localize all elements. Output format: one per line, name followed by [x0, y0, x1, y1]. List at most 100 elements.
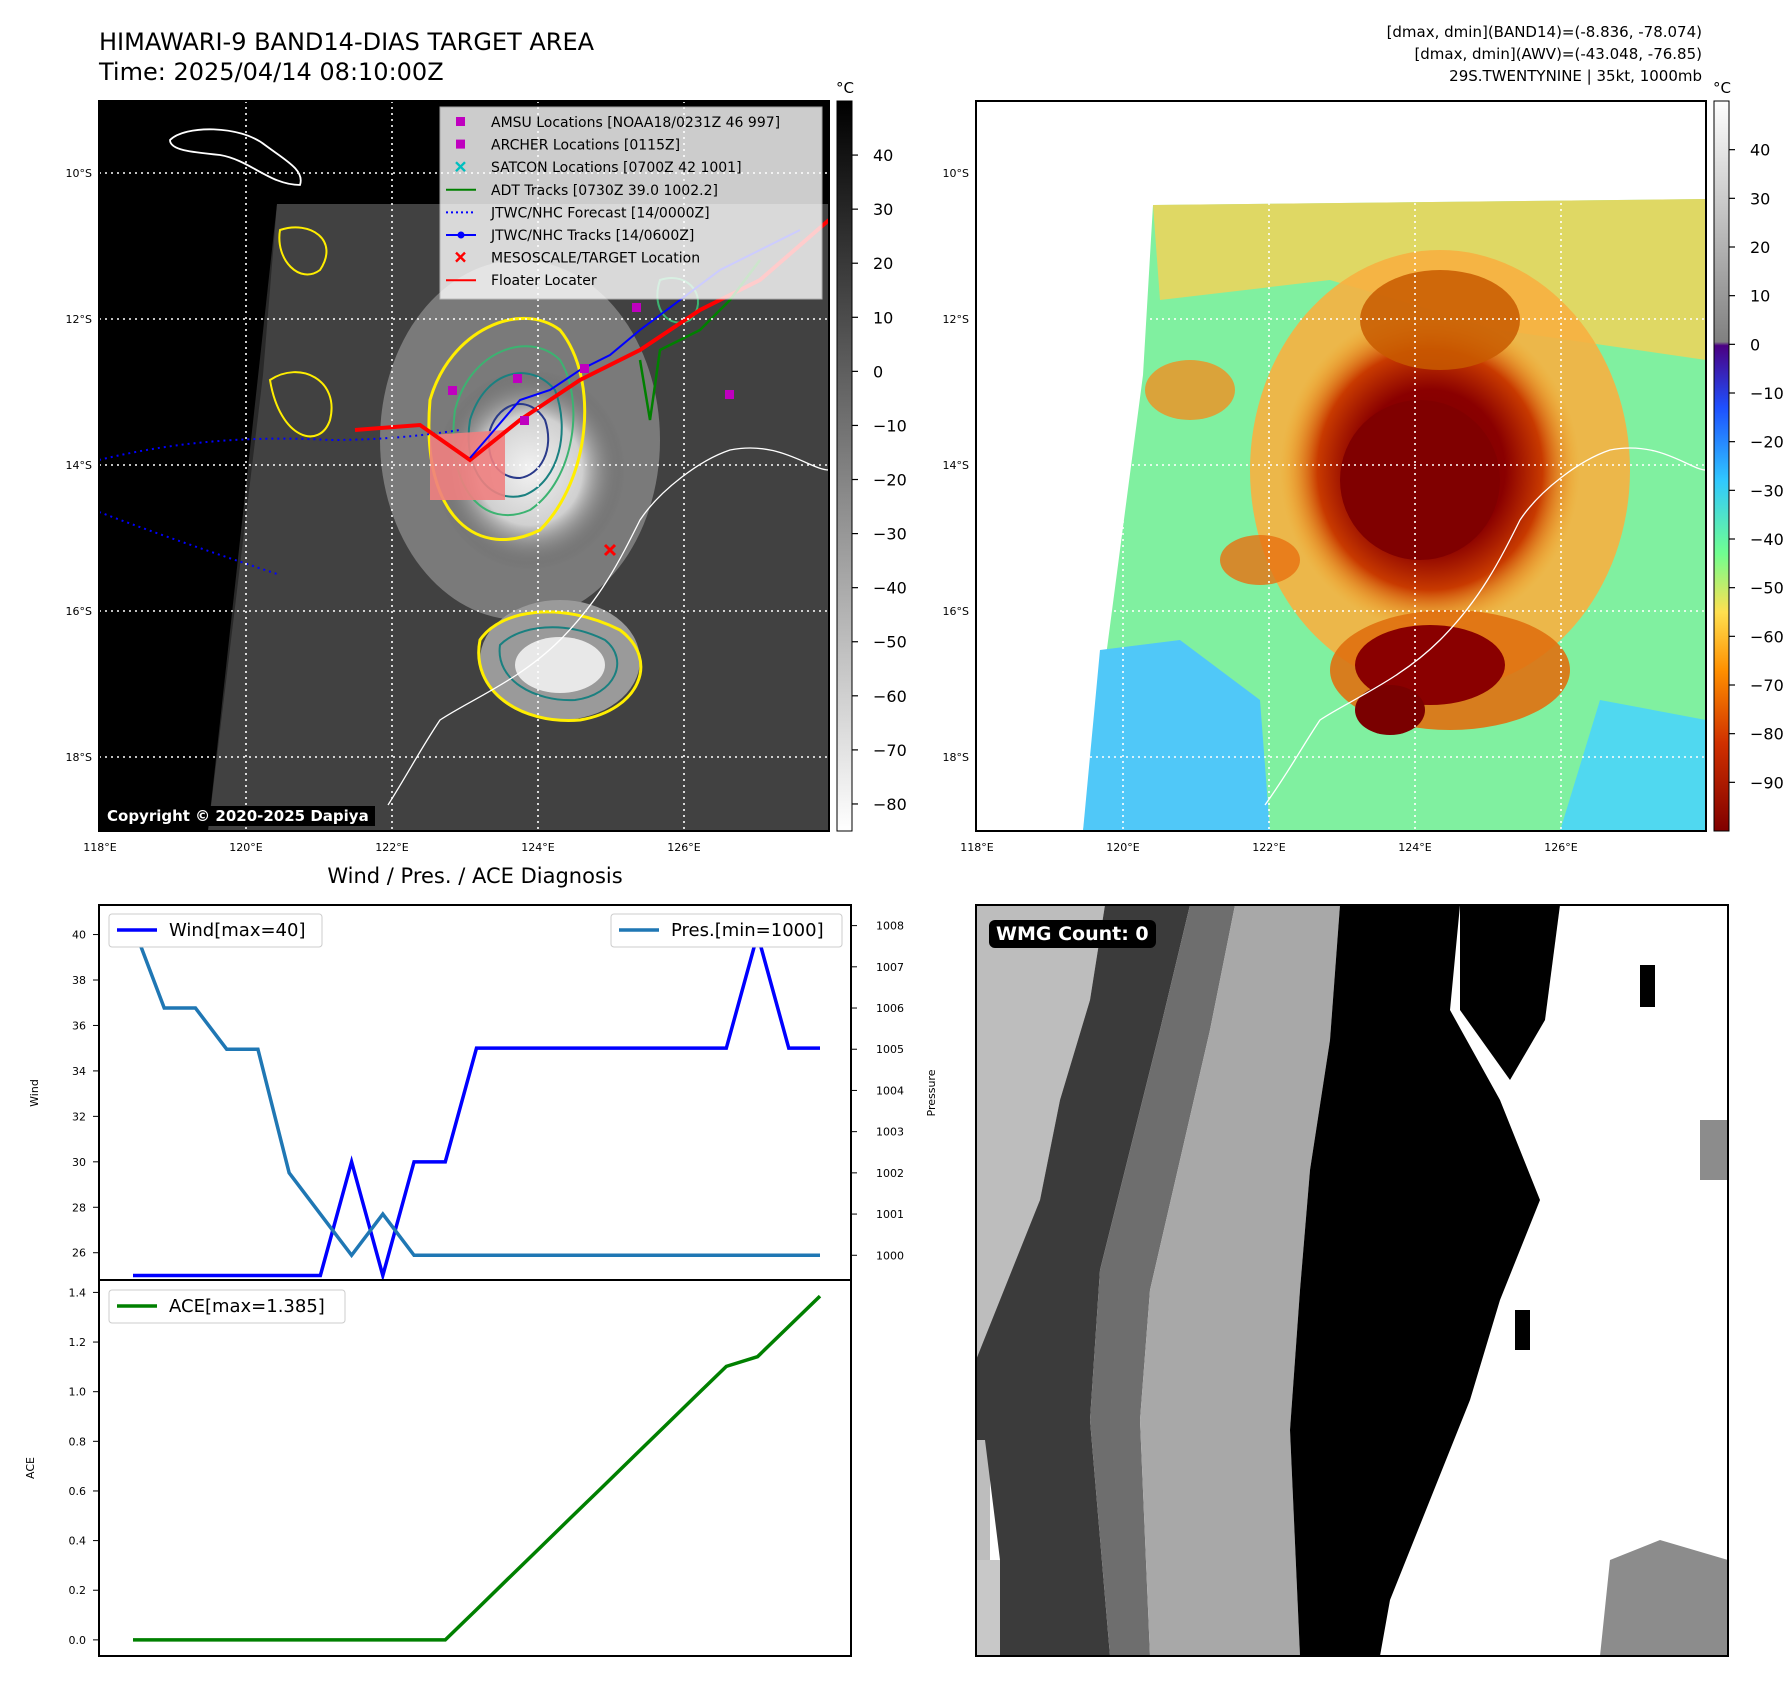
- ir-lon-126e: 126°E: [667, 841, 700, 854]
- awv-lat-14s: 14°S: [943, 459, 969, 472]
- awv-lat-18s: 18°S: [943, 751, 969, 764]
- legend-x-marker-icon: [455, 251, 466, 263]
- pressure-legend: [610, 913, 843, 948]
- pressure-tick-label: 1001: [876, 1208, 904, 1221]
- ir-legend: [439, 106, 823, 300]
- colorbar-tick-label: −30: [873, 525, 907, 544]
- awv-lon-126e: 126°E: [1544, 841, 1577, 854]
- wind-legend-label: Wind[max=40]: [169, 920, 306, 941]
- legend-label: Floater Locater: [491, 273, 597, 289]
- ace-tick-label: 0.2: [69, 1584, 87, 1597]
- colorbar-tick-label: 40: [873, 146, 893, 165]
- awv-lat-16s: 16°S: [943, 605, 969, 618]
- awv-lon-118e: 118°E: [960, 841, 993, 854]
- legend-label: AMSU Locations [NOAA18/0231Z 46 997]: [491, 115, 780, 131]
- legend-label: SATCON Locations [0700Z 42 1001]: [491, 160, 742, 176]
- wind-tick-label: 26: [72, 1247, 86, 1260]
- awv-colorbar: [1713, 100, 1730, 832]
- ace-plot: [98, 1279, 852, 1657]
- ace-marks: 1.4 1.2 1.0 0.8 0.6 0.4 0.2 0.0 ACE[max=1.385]: [69, 1286, 822, 1647]
- awv-colorbar-unit: °C: [1713, 79, 1731, 97]
- colorbar-tick-label: −60: [873, 687, 907, 706]
- ace-tick-label: 0.8: [69, 1435, 87, 1448]
- colorbar-tick-label: 30: [1750, 189, 1770, 208]
- ir-imagery: [99, 101, 829, 831]
- legend-square-marker-icon: [456, 117, 465, 126]
- pressure-legend-label: Pres.[min=1000]: [671, 920, 824, 941]
- ace-legend: [108, 1289, 346, 1324]
- wind-pressure-plot: [98, 904, 852, 1281]
- legend-x-marker-icon: [455, 161, 466, 173]
- wind-tick-label: 40: [72, 929, 86, 942]
- ir-satellite-panel: AMSU Locations [NOAA18/0231Z 46 997] ARCH…: [98, 100, 830, 832]
- colorbar-tick-label: 0: [873, 362, 883, 381]
- colorbar-tick-label: −70: [873, 741, 907, 760]
- awv-lon-124e: 124°E: [1398, 841, 1431, 854]
- ace-tick-label: 0.4: [69, 1535, 87, 1548]
- ir-colorbar-unit: °C: [836, 79, 854, 97]
- colorbar-tick-label: 10: [1750, 287, 1770, 306]
- legend-label: JTWC/NHC Tracks [14/0600Z]: [490, 228, 694, 244]
- ace-tick-label: 1.0: [69, 1386, 87, 1399]
- colorbar-tick-label: −10: [1750, 384, 1784, 403]
- ir-lon-118e: 118°E: [83, 841, 116, 854]
- colorbar-tick-label: 0: [1750, 335, 1760, 354]
- ir-lon-124e: 124°E: [521, 841, 554, 854]
- awv-lat-12s: 12°S: [943, 313, 969, 326]
- ace-tick-label: 1.4: [69, 1286, 87, 1299]
- awv-imagery: [976, 101, 1706, 831]
- pressure-tick-label: 1008: [876, 920, 904, 933]
- colorbar-tick-label: −10: [873, 416, 907, 435]
- legend-label: ADT Tracks [0730Z 39.0 1002.2]: [491, 183, 718, 199]
- awv-colorbar-ticks: 40 30 20 10 0 −10 −20 −30 −40 −50 −60 −70 −80 −90: [1729, 141, 1784, 792]
- pressure-tick-label: 1006: [876, 1002, 904, 1015]
- legend-label: JTWC/NHC Forecast [14/0000Z]: [490, 205, 710, 221]
- ir-legend-items: AMSU Locations [NOAA18/0231Z 46 997] ARCH…: [446, 115, 780, 289]
- awv-lat-10s: 10°S: [943, 167, 969, 180]
- wind-legend: [108, 913, 323, 948]
- colorbar-tick-label: −80: [873, 795, 907, 814]
- legend-square-marker-icon: [456, 139, 465, 149]
- wind-tick-label: 30: [72, 1156, 86, 1169]
- wind-tick-label: 28: [72, 1201, 86, 1214]
- ir-lat-16s: 16°S: [66, 605, 92, 618]
- colorbar-tick-label: −40: [873, 579, 907, 598]
- wmg-count-badge: WMG Count: 0: [989, 920, 1156, 948]
- info-line-1: [dmax, dmin](BAND14)=(-8.836, -78.074): [1387, 23, 1702, 41]
- awv-gridlines: [976, 101, 1706, 831]
- ir-colorbar: [836, 100, 853, 832]
- ace-series-line: [133, 1294, 822, 1642]
- pressure-tick-label: 1005: [876, 1043, 904, 1056]
- ir-lon-120e: 120°E: [229, 841, 262, 854]
- ir-lat-labels: 10°S 12°S 14°S 16°S 18°S: [66, 167, 92, 764]
- pressure-tick-label: 1004: [876, 1084, 904, 1097]
- colorbar-tick-label: 10: [873, 308, 893, 327]
- ir-lon-122e: 122°E: [375, 841, 408, 854]
- ir-lat-14s: 14°S: [66, 459, 92, 472]
- colorbar-tick-label: −80: [1750, 725, 1784, 744]
- legend-label: ARCHER Locations [0115Z]: [491, 138, 680, 154]
- colorbar-tick-label: 20: [1750, 238, 1770, 257]
- copyright-label: Copyright © 2020-2025 Dapiya: [101, 806, 375, 826]
- colorbar-tick-label: −60: [1750, 627, 1784, 646]
- pressure-axis-label: Pressure: [925, 1069, 938, 1116]
- colorbar-tick-label: −90: [1750, 773, 1784, 792]
- ir-colorbar-ticks: 40 30 20 10 0 −10 −20 −30 −40 −50 −60 −70 −80: [852, 146, 907, 814]
- pressure-tick-label: 1000: [876, 1249, 904, 1262]
- ir-lat-10s: 10°S: [66, 167, 92, 180]
- colorbar-tick-label: −20: [873, 471, 907, 490]
- awv-panel: [975, 100, 1707, 832]
- wmg-panel: [975, 904, 1729, 1657]
- wind-pressure-marks: 40 38 36 34 32 30 28 26 1008 1007 1006 1005 1004 1003…: [72, 913, 904, 1283]
- ace-tick-label: 0.6: [69, 1485, 87, 1498]
- ir-lon-labels: 118°E 120°E 122°E 124°E 126°E: [83, 841, 700, 854]
- wind-tick-label: 38: [72, 974, 86, 987]
- colorbar-tick-label: −70: [1750, 676, 1784, 695]
- legend-label: MESOSCALE/TARGET Location: [491, 251, 700, 267]
- pressure-tick-label: 1003: [876, 1126, 904, 1139]
- colorbar-tick-label: 30: [873, 200, 893, 219]
- awv-lat-labels: 10°S 12°S 14°S 16°S 18°S: [943, 167, 969, 764]
- figure-time: Time: 2025/04/14 08:10:00Z: [98, 58, 444, 86]
- info-line-3: 29S.TWENTYNINE | 35kt, 1000mb: [1449, 67, 1702, 85]
